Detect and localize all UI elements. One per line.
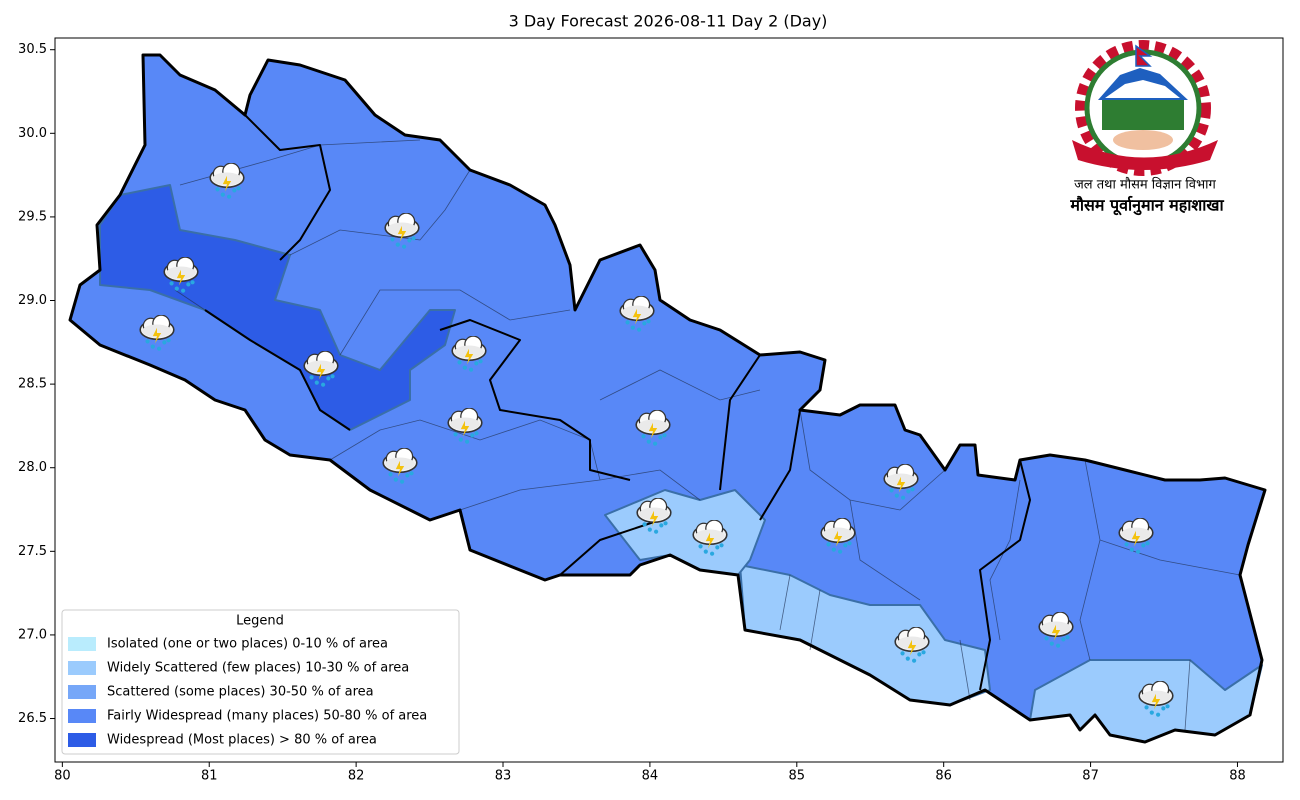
y-tick-label: 29.5 — [18, 209, 47, 224]
logo — [1072, 40, 1218, 176]
legend-swatch — [68, 709, 96, 723]
x-tick-label: 83 — [495, 769, 512, 784]
legend-title: Legend — [236, 614, 284, 629]
country-border — [68, 53, 1267, 744]
x-tick-label: 84 — [642, 769, 659, 784]
legend-label: Scattered (some places) 30-50 % of area — [107, 685, 374, 700]
y-tick-label: 28.0 — [18, 460, 47, 475]
legend-label: Widespread (Most places) > 80 % of area — [107, 733, 377, 748]
department-name: जल तथा मौसम विज्ञान विभाग — [1074, 177, 1216, 193]
y-tick-label: 28.5 — [18, 377, 47, 392]
x-tick-label: 88 — [1229, 769, 1246, 784]
legend-swatch — [68, 685, 96, 699]
chart-title: 3 Day Forecast 2026-08-11 Day 2 (Day) — [509, 12, 828, 31]
y-tick-label: 27.0 — [18, 627, 47, 642]
x-tick-label: 85 — [789, 769, 806, 784]
legend-swatch — [68, 637, 96, 651]
province-border — [204, 114, 1031, 691]
y-tick-label: 30.0 — [18, 126, 47, 141]
y-tick-label: 27.5 — [18, 544, 47, 559]
legend-swatch — [68, 661, 96, 675]
y-tick-label: 26.5 — [18, 711, 47, 726]
legend-label: Isolated (one or two places) 0-10 % of a… — [107, 637, 388, 652]
x-tick-label: 80 — [54, 769, 71, 784]
x-tick-label: 82 — [348, 769, 365, 784]
legend-box — [61, 609, 460, 755]
y-tick-label: 29.0 — [18, 293, 47, 308]
legend-swatch — [68, 733, 96, 747]
legend-label: Fairly Widespread (many places) 50-80 % … — [107, 709, 427, 724]
legend-label: Widely Scattered (few places) 10-30 % of… — [107, 661, 409, 676]
legend: Legend Isolated (one or two places) 0-10… — [61, 609, 460, 755]
x-tick-label: 81 — [201, 769, 218, 784]
x-tick-label: 87 — [1082, 769, 1099, 784]
division-name: मौसम पूर्वानुमान महाशाखा — [1069, 196, 1224, 216]
y-tick-label: 30.5 — [18, 42, 47, 57]
x-tick-label: 86 — [935, 769, 952, 784]
